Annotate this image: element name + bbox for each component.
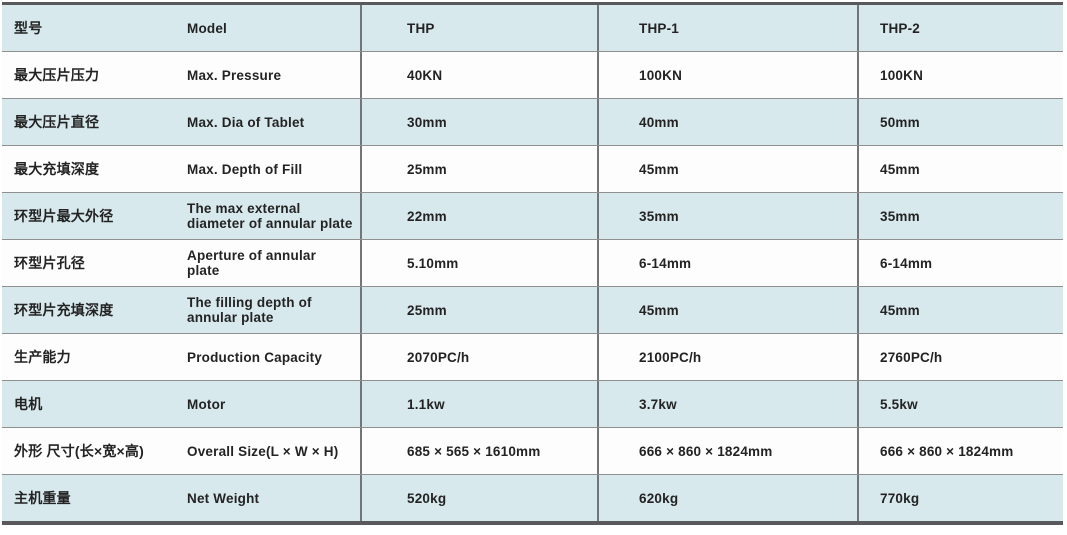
- table-row: 环型片孔径 Aperture of annular plate 5.10mm 6…: [2, 239, 1063, 286]
- cell-thp-value: 30mm: [360, 99, 597, 145]
- cell-thp1-value: 620kg: [597, 475, 857, 521]
- cell-thp2-value: 666 × 860 × 1824mm: [857, 428, 1063, 474]
- table-row: 电机 Motor 1.1kw 3.7kw 5.5kw: [2, 380, 1063, 427]
- cell-thp1-value: 3.7kw: [597, 381, 857, 427]
- cell-thp1-value: 45mm: [597, 146, 857, 192]
- cell-thp-value: 5.10mm: [360, 240, 597, 286]
- cell-thp-value: 2070PC/h: [360, 334, 597, 380]
- spec-table: 型号 Model THP THP-1 THP-2 最大压片压力 Max. Pre…: [2, 2, 1063, 525]
- cell-thp1-value: 45mm: [597, 287, 857, 333]
- cell-en-label: Max. Depth of Fill: [187, 161, 303, 177]
- cell-thp-value: 22mm: [360, 193, 597, 239]
- table-header-row: 型号 Model THP THP-1 THP-2: [2, 5, 1063, 51]
- cell-thp-value: 520kg: [360, 475, 597, 521]
- cell-en-label: Production Capacity: [187, 349, 323, 365]
- cell-thp2-value: 100KN: [857, 52, 1063, 98]
- cell-thp2-value: 5.5kw: [857, 381, 1063, 427]
- cell-thp1-value: 40mm: [597, 99, 857, 145]
- cell-thp2-value: 6-14mm: [857, 240, 1063, 286]
- cell-thp1-value: 666 × 860 × 1824mm: [597, 428, 857, 474]
- cell-thp1-value: 100KN: [597, 52, 857, 98]
- cell-thp-value: 25mm: [360, 287, 597, 333]
- cell-cn-label: 外形 尺寸(长×宽×高): [14, 442, 144, 459]
- table-row: 外形 尺寸(长×宽×高) Overall Size(L × W × H) 685…: [2, 427, 1063, 474]
- cell-thp-value: 685 × 565 × 1610mm: [360, 428, 597, 474]
- cell-thp2-value: 35mm: [857, 193, 1063, 239]
- cell-thp1-value: 2100PC/h: [597, 334, 857, 380]
- cell-thp2-value: 50mm: [857, 99, 1063, 145]
- table-row: 环型片最大外径 The max external diameter of ann…: [2, 192, 1063, 239]
- cell-en-label: Max. Dia of Tablet: [187, 114, 305, 130]
- cell-thp-value: 1.1kw: [360, 381, 597, 427]
- header-cn-label: 型号: [14, 19, 43, 36]
- table-row: 生产能力 Production Capacity 2070PC/h 2100PC…: [2, 333, 1063, 380]
- cell-en-label: Net Weight: [187, 490, 260, 506]
- cell-thp-value: 40KN: [360, 52, 597, 98]
- cell-thp2-value: 770kg: [857, 475, 1063, 521]
- cell-en-label: The max external diameter of annular pla…: [187, 201, 353, 231]
- cell-thp1-value: 35mm: [597, 193, 857, 239]
- table-row: 环型片充填深度 The filling depth of annular pla…: [2, 286, 1063, 333]
- cell-cn-label: 最大压片压力: [14, 66, 100, 83]
- table-row: 最大充填深度 Max. Depth of Fill 25mm 45mm 45mm: [2, 145, 1063, 192]
- cell-en-label: Motor: [187, 396, 226, 412]
- header-column-thp1: THP-1: [597, 5, 857, 51]
- cell-thp2-value: 2760PC/h: [857, 334, 1063, 380]
- header-column-thp: THP: [360, 5, 597, 51]
- header-column-thp2: THP-2: [857, 5, 1063, 51]
- cell-cn-label: 环型片孔径: [14, 254, 85, 271]
- cell-cn-label: 最大压片直径: [14, 113, 100, 130]
- cell-cn-label: 主机重量: [14, 489, 71, 506]
- cell-en-label: The filling depth of annular plate: [187, 295, 312, 325]
- cell-cn-label: 电机: [14, 395, 43, 412]
- cell-cn-label: 生产能力: [14, 348, 71, 365]
- cell-thp-value: 25mm: [360, 146, 597, 192]
- cell-thp2-value: 45mm: [857, 287, 1063, 333]
- header-model-label: Model: [187, 20, 227, 36]
- cell-cn-label: 环型片充填深度: [14, 301, 114, 318]
- cell-cn-label: 最大充填深度: [14, 160, 100, 177]
- cell-en-label: Aperture of annular plate: [187, 248, 317, 278]
- cell-en-label: Overall Size(L × W × H): [187, 443, 339, 459]
- table-row: 最大压片直径 Max. Dia of Tablet 30mm 40mm 50mm: [2, 98, 1063, 145]
- cell-cn-label: 环型片最大外径: [14, 207, 114, 224]
- table-row: 最大压片压力 Max. Pressure 40KN 100KN 100KN: [2, 51, 1063, 98]
- cell-thp1-value: 6-14mm: [597, 240, 857, 286]
- table-row: 主机重量 Net Weight 520kg 620kg 770kg: [2, 474, 1063, 521]
- cell-thp2-value: 45mm: [857, 146, 1063, 192]
- cell-en-label: Max. Pressure: [187, 67, 282, 83]
